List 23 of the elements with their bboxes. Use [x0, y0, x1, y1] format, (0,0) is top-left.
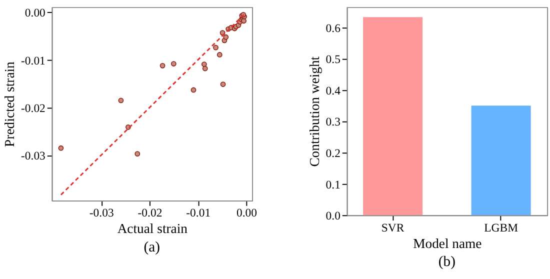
- y-tick-label: 0.1: [326, 178, 341, 192]
- x-tick-label: SVR: [381, 221, 404, 234]
- y-axis-title: Contribution weight: [306, 56, 322, 167]
- y-tick-label: -0.02: [21, 102, 46, 116]
- x-tick-label: -0.03: [89, 206, 114, 220]
- y-tick-label: 0.5: [326, 53, 341, 66]
- text: (a): [144, 239, 160, 256]
- x-axis-title: Actual strain: [117, 221, 188, 236]
- y-tick-label: 0.00: [24, 6, 46, 20]
- y-tick-label: 0.3: [326, 116, 341, 129]
- y-tick-label: -0.03: [21, 150, 46, 163]
- y-axis-title: Predicted strain: [2, 61, 18, 147]
- y-tick-label: 0.2: [326, 146, 341, 160]
- x-axis-title: Model name: [413, 236, 482, 251]
- x-tick-label: -0.02: [138, 206, 162, 220]
- y-tick-label: 0.4: [326, 84, 341, 98]
- text: (b): [438, 254, 456, 270]
- y-tick-label: -0.01: [21, 54, 46, 68]
- y-tick-label: 0.6: [326, 22, 341, 35]
- x-tick-label: -0.01: [186, 206, 211, 220]
- x-tick-label: LGBM: [484, 221, 519, 234]
- y-tick-label: 0.0: [326, 210, 341, 223]
- x-tick-label: 0.00: [236, 206, 258, 220]
